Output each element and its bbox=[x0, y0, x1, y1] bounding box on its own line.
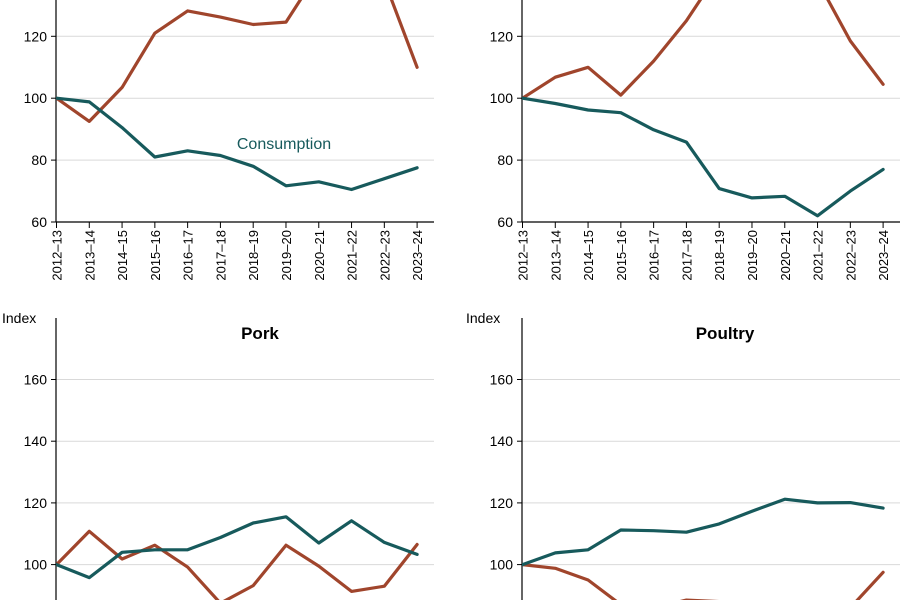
x-tick-label: 2016–17 bbox=[647, 230, 662, 281]
grid-lines bbox=[56, 35, 434, 161]
x-tick-label: 2018–19 bbox=[712, 230, 727, 281]
y-tick-label-120: 120 bbox=[24, 495, 48, 511]
x-tick-label: 2020–21 bbox=[312, 230, 327, 281]
x-axis: 2012–13 2013–14 2014–15 2015–16 2016–17 2017–… bbox=[516, 221, 900, 281]
y-axis-ticks: 100 120 140 160 bbox=[24, 318, 57, 600]
consumption-line bbox=[56, 96, 419, 192]
y-tick-label-120: 120 bbox=[490, 495, 514, 511]
y-axis-ticks: 60 80 100 120 bbox=[24, 0, 57, 230]
grid-lines bbox=[522, 35, 900, 161]
y-tick-label-160: 160 bbox=[24, 372, 48, 388]
consumption-line bbox=[56, 515, 419, 580]
x-tick-label: 2012–13 bbox=[516, 230, 531, 281]
x-tick-label: 2022–23 bbox=[377, 230, 392, 281]
x-tick-label: 2022–23 bbox=[843, 230, 858, 281]
x-tick-label: 2023–24 bbox=[876, 230, 891, 281]
y-tick-label-80: 80 bbox=[31, 152, 47, 168]
y-tick-label-60: 60 bbox=[497, 214, 513, 230]
consumption-annotation: Consumption bbox=[237, 136, 331, 153]
grid-lines bbox=[522, 379, 900, 566]
y-axis-ticks: 100 120 140 160 bbox=[490, 318, 523, 600]
grid-lines bbox=[56, 379, 434, 566]
y-axis-label: Index bbox=[2, 310, 36, 326]
consumption-line bbox=[522, 497, 885, 567]
series-lines bbox=[522, 497, 885, 600]
x-tick-label: 2015–16 bbox=[148, 230, 163, 281]
x-tick-label: 2021–22 bbox=[345, 230, 360, 281]
x-tick-label: 2018–19 bbox=[246, 230, 261, 281]
y-axis-label: Index bbox=[466, 310, 500, 326]
x-tick-label: 2017–18 bbox=[213, 230, 228, 281]
y-tick-label-100: 100 bbox=[24, 557, 48, 573]
x-tick-label: 2014–15 bbox=[115, 230, 130, 281]
x-tick-label: 2021–22 bbox=[811, 230, 826, 281]
x-tick-label: 2019–20 bbox=[745, 230, 760, 281]
production-line bbox=[522, 562, 885, 600]
y-tick-label-140: 140 bbox=[24, 433, 48, 449]
panel-title: Poultry bbox=[696, 324, 755, 343]
y-tick-label-140: 140 bbox=[490, 433, 514, 449]
y-tick-label-160: 160 bbox=[490, 372, 514, 388]
production-line bbox=[56, 529, 419, 600]
chart-panel-pork: Index Pork 100 120 140 160 bbox=[2, 310, 434, 600]
x-tick-label: 2016–17 bbox=[181, 230, 196, 281]
y-tick-label-120: 120 bbox=[24, 28, 48, 44]
y-axis-ticks: 60 80 100 120 bbox=[490, 0, 523, 230]
x-tick-label: 2012–13 bbox=[50, 230, 65, 281]
x-tick-label: 2020–21 bbox=[778, 230, 793, 281]
x-tick-label: 2019–20 bbox=[279, 230, 294, 281]
x-tick-label: 2014–15 bbox=[581, 230, 596, 281]
panel-title: Pork bbox=[241, 324, 279, 343]
y-tick-label-100: 100 bbox=[490, 557, 514, 573]
series-lines bbox=[56, 515, 419, 600]
x-tick-label: 2013–14 bbox=[548, 230, 563, 281]
y-tick-label-100: 100 bbox=[24, 90, 48, 106]
series-lines bbox=[522, 0, 885, 218]
x-tick-label: 2017–18 bbox=[679, 230, 694, 281]
x-tick-label: 2023–24 bbox=[410, 230, 425, 281]
production-line bbox=[56, 0, 419, 124]
production-line bbox=[522, 0, 885, 100]
series-lines bbox=[56, 0, 419, 192]
consumption-line bbox=[522, 96, 885, 218]
x-tick-label: 2015–16 bbox=[614, 230, 629, 281]
chart-panel-poultry: Index Poultry 100 120 140 160 bbox=[466, 310, 900, 600]
x-axis: 2012–13 2013–14 2014–15 2015–16 2016–17 2017–… bbox=[50, 221, 434, 281]
y-tick-label-120: 120 bbox=[490, 28, 514, 44]
y-tick-label-100: 100 bbox=[490, 90, 514, 106]
y-tick-label-80: 80 bbox=[497, 152, 513, 168]
y-tick-label-60: 60 bbox=[31, 214, 47, 230]
x-tick-label: 2013–14 bbox=[82, 230, 97, 281]
